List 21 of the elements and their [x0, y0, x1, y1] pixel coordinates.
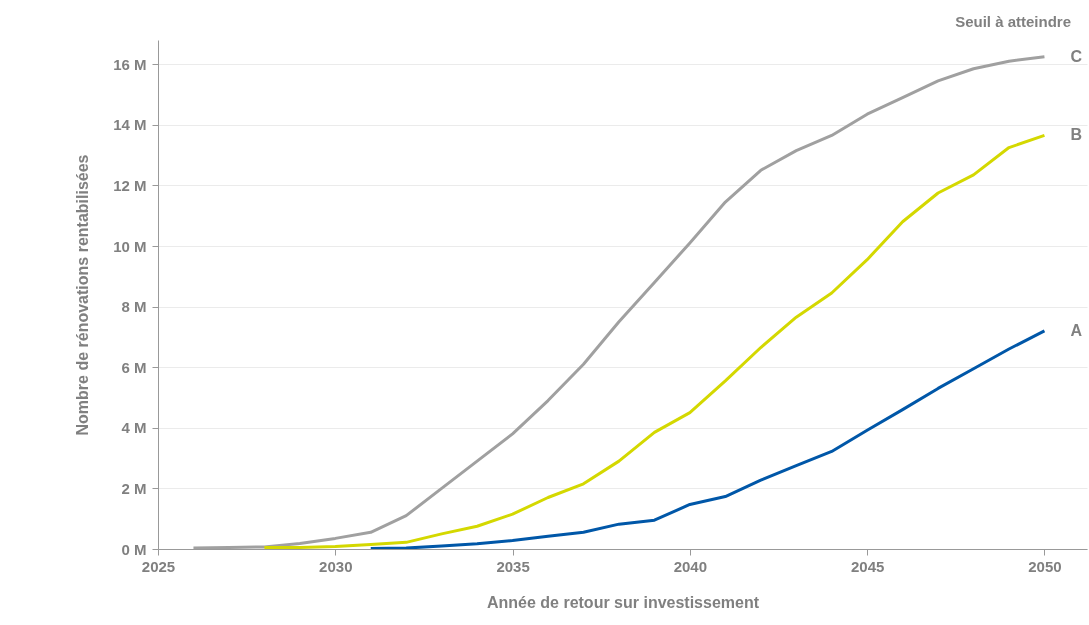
x-tick-label: 2035 [496, 557, 530, 575]
x-tick-label: 2050 [1028, 557, 1062, 575]
y-tick-label: 10 M [113, 237, 147, 255]
x-axis-title: Année de retour sur investissement [486, 593, 760, 611]
series-label: C [1070, 47, 1083, 65]
y-tick-label: 12 M [113, 176, 147, 194]
series-label: B [1070, 126, 1083, 144]
y-tick-label: 4 M [121, 419, 147, 437]
legend-title: Seuil à atteindre [955, 13, 1071, 30]
x-tick-label: 2025 [141, 557, 176, 575]
series-label: A [1070, 321, 1083, 339]
y-tick-label: 14 M [113, 116, 147, 134]
y-tick-label: 0 M [121, 540, 147, 558]
y-tick-label: 16 M [113, 55, 147, 73]
y-axis-title: Nombre de rénovations rentabilisées [74, 154, 92, 436]
y-tick-label: 2 M [121, 479, 147, 497]
x-tick-label: 2040 [673, 557, 708, 575]
y-tick-label: 6 M [121, 358, 147, 376]
y-tick-label: 8 M [121, 298, 147, 316]
x-tick-label: 2045 [850, 557, 885, 575]
x-tick-label: 2030 [319, 557, 353, 575]
